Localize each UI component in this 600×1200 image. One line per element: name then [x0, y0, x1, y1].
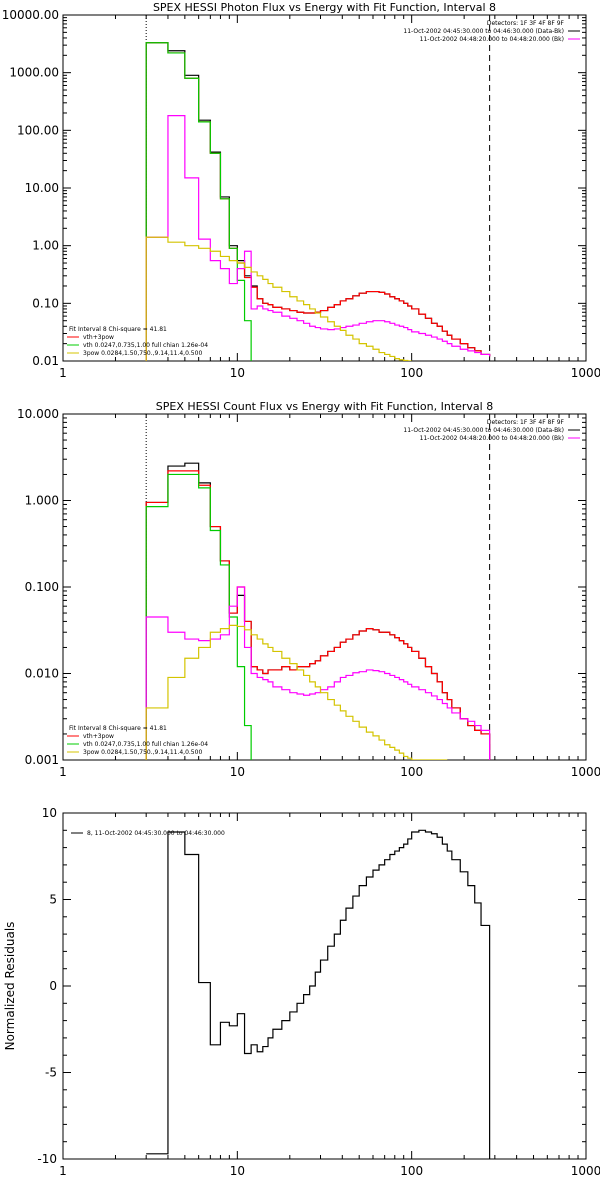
legend-top-right-text: Detectors: 1F 3F 4F 8F 9F: [487, 20, 565, 27]
legend-bottom-left-text: vth+3pow: [83, 733, 114, 740]
x-tick-label: 10: [230, 366, 245, 380]
legend-bottom-left-text: 3pow 0.0284,1.50,750.,9.14,11.4,0.500: [83, 350, 202, 357]
y-tick-label: 0.001: [25, 753, 59, 767]
plot-frame: [62, 14, 587, 362]
y-tick-label: -10: [37, 1152, 57, 1166]
y-tick-label: 10.000: [17, 407, 59, 421]
series-group: [146, 829, 491, 1159]
legend-bottom-left-text: 3pow 0.0284,1.50,750.,9.14,11.4,0.500: [83, 749, 202, 756]
x-tick-label: 1: [59, 366, 67, 380]
x-tick-label: 1000: [571, 366, 600, 380]
plot-frame: [62, 413, 587, 761]
legend-top-left-text: 8, 11-Oct-2002 04:45:30.000 to 04:46:30.…: [87, 830, 225, 837]
y-tick-label: 0.010: [25, 667, 59, 681]
legend-bottom-left-text: vth+3pow: [83, 334, 114, 341]
chart-panel-3: Normalized Residuals 1 10 100 1000 -10 -5 0 5 10 8…: [3, 806, 600, 1178]
series-group: [145, 462, 491, 760]
legend-bottom-left-text: vth 0.0247,0.735,1.00 full chian 1.26e-0…: [83, 342, 208, 349]
y-tick-label: 0.100: [25, 580, 59, 594]
chart-title: SPEX HESSI Count Flux vs Energy with Fit…: [156, 400, 493, 413]
legend-bottom-left-text: Fit Interval 8 Chi-square = 41.81: [69, 725, 167, 732]
y-tick-label: 5: [49, 893, 57, 907]
y-tick-label: 10: [42, 806, 57, 820]
legend-top-right-text: 11-Oct-2002 04:48:20.000 to 04:48:20.000…: [420, 36, 564, 43]
y-tick-label: 1.000: [25, 494, 59, 508]
series-line-4: [145, 115, 491, 361]
legend-bottom-left-text: Fit Interval 8 Chi-square = 41.81: [69, 326, 167, 333]
series-line-1: [146, 829, 491, 1159]
x-tick-label: 10: [230, 1164, 245, 1178]
y-tick-label: 100.00: [17, 123, 59, 137]
x-tick-label: 1: [59, 765, 67, 779]
x-tick-label: 1000: [571, 1164, 600, 1178]
y-tick-label: 10.00: [25, 181, 59, 195]
x-tick-label: 1: [59, 1164, 67, 1178]
series-line-4: [145, 586, 491, 760]
series-line-2: [145, 470, 491, 760]
chart-panel-1: SPEX HESSI Photon Flux vs Energy with Fi…: [2, 1, 600, 380]
y-tick-label: -5: [45, 1066, 57, 1080]
plot-frame: [62, 812, 587, 1160]
chart-panel-2: SPEX HESSI Count Flux vs Energy with Fit…: [17, 400, 600, 779]
legend-top-right-text: 11-Oct-2002 04:48:20.000 to 04:48:20.000…: [420, 435, 564, 442]
x-tick-label: 100: [400, 366, 423, 380]
series-line-3: [145, 473, 252, 760]
series-line-5: [145, 624, 448, 760]
y-tick-label: 0: [49, 979, 57, 993]
y-tick-label: 1000.00: [9, 66, 59, 80]
y-axis-label: Normalized Residuals: [3, 922, 17, 1051]
legend-bottom-left-text: vth 0.0247,0.735,1.00 full chian 1.26e-0…: [83, 741, 208, 748]
x-tick-label: 100: [400, 765, 423, 779]
series-line-1: [145, 462, 491, 760]
y-tick-label: 0.01: [32, 354, 59, 368]
chart-title: SPEX HESSI Photon Flux vs Energy with Fi…: [153, 1, 496, 14]
legend-top-right-text: 11-Oct-2002 04:45:30.000 to 04:46:30.000…: [403, 28, 564, 35]
y-tick-label: 0.10: [32, 296, 59, 310]
y-tick-label: 1.00: [32, 239, 59, 253]
x-tick-label: 10: [230, 765, 245, 779]
y-tick-label: 10000.00: [2, 8, 59, 22]
legend-top-right-text: 11-Oct-2002 04:45:30.000 to 04:46:30.000…: [403, 427, 564, 434]
x-tick-label: 1000: [571, 765, 600, 779]
series-line-5: [145, 236, 412, 361]
legend-top-right-text: Detectors: 1F 3F 4F 8F 9F: [487, 419, 565, 426]
series-group: [145, 42, 491, 361]
x-tick-label: 100: [400, 1164, 423, 1178]
